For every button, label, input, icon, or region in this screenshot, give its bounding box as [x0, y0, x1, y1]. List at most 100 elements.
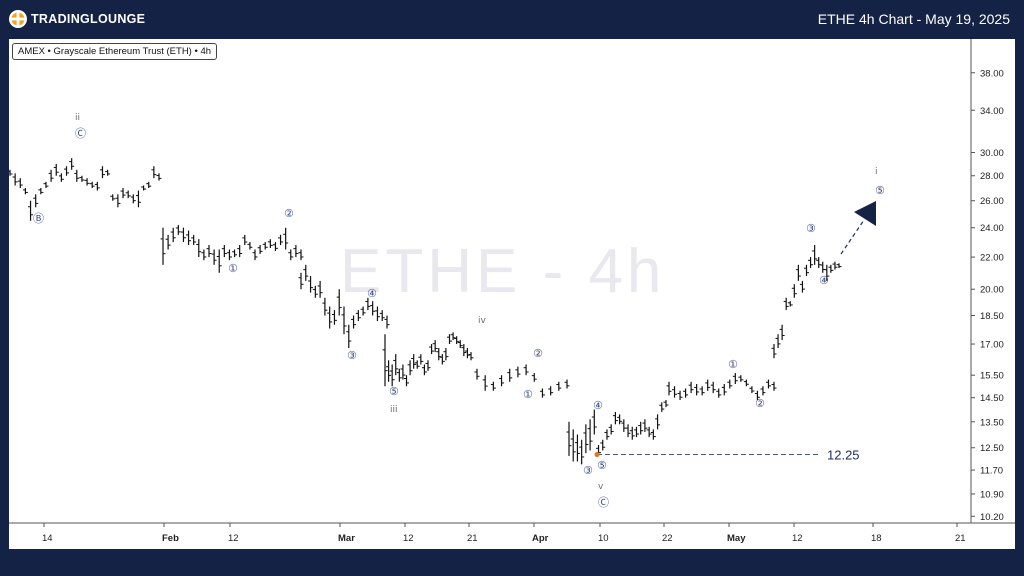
wave-label: Ⓒ [598, 496, 609, 509]
ohlc-bar [38, 188, 44, 195]
symbol-info-box: AMEX • Grayscale Ethereum Trust (ETH) • … [12, 43, 218, 60]
ohlc-bar [515, 366, 521, 378]
wave-label: ① [728, 358, 738, 371]
header-bar: TRADINGLOUNGE ETHE 4h Chart - May 19, 20… [0, 0, 1024, 38]
ohlc-bar [783, 297, 789, 311]
ohlc-bar [180, 227, 186, 243]
ohlc-bar [457, 340, 463, 349]
ohlc-bar [608, 424, 614, 435]
ohlc-bar [650, 429, 656, 440]
ohlc-bar [799, 280, 805, 293]
ohlc-bar [58, 173, 64, 182]
projection-line [840, 219, 865, 255]
ohlc-bar [69, 158, 75, 170]
x-tick-label: May [727, 533, 746, 544]
ohlc-bar [312, 285, 318, 298]
wave-label: iii [390, 405, 398, 415]
ohlc-bar [191, 234, 197, 246]
y-tick-label: 22.00 [980, 253, 1004, 264]
brand-logo[interactable]: TRADINGLOUNGE [8, 9, 145, 29]
ohlc-bar [9, 169, 13, 176]
ohlc-bar [53, 163, 59, 176]
y-tick-label: 28.00 [980, 171, 1004, 182]
ohlc-bar [760, 386, 766, 396]
wave-label: ⑤ [597, 459, 607, 472]
ohlc-bar [677, 390, 683, 401]
ohlc-bar [201, 249, 207, 261]
ohlc-bar [226, 249, 232, 261]
ohlc-bar [548, 386, 554, 396]
ohlc-bar [836, 263, 842, 268]
ohlc-bar [574, 434, 580, 462]
ohlc-bar [429, 344, 435, 355]
ohlc-bar [206, 245, 212, 258]
ohlc-bar [22, 188, 28, 195]
ohlc-bar [94, 181, 100, 191]
ohlc-bar [556, 381, 562, 391]
x-tick-label: 12 [403, 533, 414, 544]
ohlc-bar [743, 379, 749, 387]
ohlc-bar [432, 340, 438, 353]
ohlc-bar [165, 234, 171, 250]
wave-label: ② [533, 347, 543, 360]
ohlc-chart[interactable]: 38.00 34.00 30.00 28.00 26.00 24.00 22.00 20.00… [9, 39, 1015, 549]
ohlc-bar [447, 334, 452, 345]
ohlc-bar [771, 381, 777, 391]
ohlc-bar [583, 424, 589, 454]
ohlc-bar [242, 234, 248, 246]
ohlc-bar [262, 242, 268, 250]
y-tick-label: 11.70 [980, 466, 1003, 477]
ohlc-bar [566, 421, 572, 456]
ohlc-bar [379, 310, 385, 322]
ohlc-bar [247, 242, 253, 250]
ohlc-bar [288, 249, 294, 261]
ohlc-bar [196, 239, 202, 258]
ohlc-bar [820, 261, 826, 273]
ohlc-bar [84, 178, 90, 186]
page-title: ETHE 4h Chart - May 19, 2025 [817, 11, 1010, 27]
ohlc-bar [749, 386, 755, 394]
ohlc-bar [211, 249, 217, 265]
ohlc-bar [272, 242, 278, 252]
ohlc-bar [170, 227, 176, 243]
y-tick-label: 26.00 [980, 196, 1004, 207]
ohlc-bar [771, 344, 777, 359]
ohlc-bar [400, 364, 406, 380]
wave-label: ④ [367, 287, 377, 300]
ohlc-bar [283, 227, 289, 250]
ohlc-bar [267, 239, 273, 249]
ohlc-bar [482, 375, 488, 391]
price-level-label: 12.25 [827, 448, 860, 463]
ohlc-bar [175, 224, 181, 235]
wave-label: ③ [347, 349, 357, 362]
ohlc-bar [625, 424, 631, 438]
ohlc-bar [531, 373, 537, 382]
ohlc-bar [298, 272, 304, 290]
ohlc-bar [727, 379, 733, 389]
ohlc-bar [351, 315, 357, 329]
ohlc-bar [663, 400, 669, 408]
ohlc-bar [327, 306, 333, 329]
ohlc-bar [105, 169, 111, 176]
ohlc-bar [156, 173, 162, 181]
ohlc-bar [454, 336, 460, 345]
ohlc-bar [795, 264, 801, 281]
wave-label: v [598, 482, 604, 492]
y-tick-label: 12.50 [980, 443, 1004, 454]
ohlc-bar [659, 402, 665, 412]
y-tick-label: 14.50 [980, 393, 1004, 404]
wave-label: ① [228, 262, 238, 275]
y-tick-label: 13.50 [980, 417, 1004, 428]
x-tick-label: Feb [162, 533, 179, 544]
ohlc-bar [186, 230, 192, 246]
ohlc-bar [421, 364, 427, 376]
ohlc-bar [331, 310, 337, 325]
ohlc-bar [278, 234, 284, 246]
ohlc-bar [638, 421, 644, 435]
ohlc-bar [382, 334, 388, 387]
ohlc-bar [600, 439, 606, 451]
wave-label: ⑤ [875, 184, 885, 197]
ohlc-bar [499, 375, 505, 387]
ohlc-bar [591, 409, 597, 435]
ohlc-bar [604, 429, 610, 440]
